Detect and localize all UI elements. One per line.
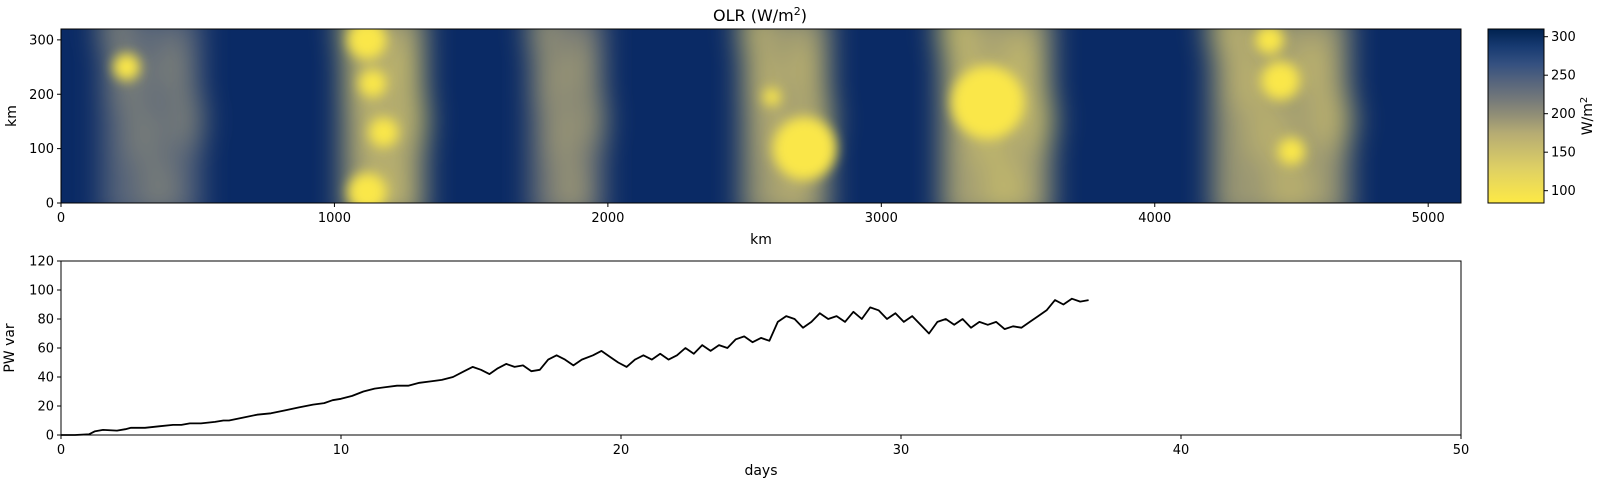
heatmap-y-tick-label: 200 — [29, 88, 54, 103]
cloud-streak — [1266, 158, 1315, 203]
line-x-tick-label: 10 — [333, 443, 350, 458]
cloud-streak — [126, 105, 162, 165]
line-plot-frame — [60, 260, 1462, 436]
cloud-core — [368, 117, 399, 147]
pw-var-series-line — [61, 297, 1089, 436]
colorbar — [1487, 28, 1545, 204]
cloud-core — [772, 116, 837, 181]
heatmap-cloud-cores — [112, 29, 1306, 203]
line-y-tick-label: 100 — [29, 284, 54, 299]
cloud-streak — [936, 29, 975, 59]
cloud-streak — [538, 52, 564, 112]
line-y-axis-label: PW var — [2, 323, 18, 373]
cloud-streak — [549, 105, 574, 165]
line-x-axis-label: days — [744, 463, 777, 479]
cloud-streak — [570, 37, 596, 97]
cloud-streak — [1225, 52, 1274, 112]
cloud-streak — [156, 37, 191, 97]
cloud-streak — [97, 29, 132, 59]
heatmap-y-axis-label: km — [4, 105, 20, 127]
cloud-core — [347, 29, 387, 60]
cloud-streak — [527, 29, 553, 59]
line-x-tick-label: 50 — [1453, 443, 1470, 458]
line-y-tick-label: 60 — [37, 342, 54, 357]
cloud-core — [359, 69, 387, 98]
heatmap-x-tick-label: 1000 — [318, 211, 351, 226]
heatmap-x-ticks: 0 1000 2000 3000 4000 5000 — [57, 203, 1445, 226]
line-x-tick-label: 40 — [1173, 443, 1190, 458]
colorbar-tick-label: 200 — [1551, 107, 1576, 122]
heatmap-y-tick-label: 100 — [29, 142, 54, 157]
cloud-core — [763, 88, 781, 106]
cloud-streak — [387, 37, 417, 97]
colorbar-tick-label: 150 — [1551, 146, 1576, 161]
colorbar-tick-label: 300 — [1551, 30, 1576, 45]
line-y-tick-label: 40 — [37, 371, 54, 386]
heatmap-y-tick-label: 300 — [29, 33, 54, 48]
colorbar-tick-label: 100 — [1551, 184, 1576, 199]
cloud-streak — [737, 29, 769, 59]
cloud-streak — [141, 158, 176, 203]
heatmap-x-tick-label: 3000 — [865, 211, 898, 226]
cloud-streak — [581, 90, 606, 150]
line-x-ticks: 0 10 20 30 40 50 — [57, 435, 1469, 458]
cloud-streak — [559, 158, 585, 203]
heatmap-x-tick-label: 5000 — [1412, 211, 1445, 226]
cloud-streak — [1205, 29, 1254, 59]
heatmap-x-tick-label: 4000 — [1138, 211, 1171, 226]
cloud-core — [1277, 137, 1306, 166]
line-y-tick-label: 80 — [37, 313, 54, 328]
heatmap-x-tick-label: 0 — [57, 211, 65, 226]
cloud-core — [1260, 61, 1301, 101]
heatmap-x-tick-label: 2000 — [591, 211, 624, 226]
cloud-streak — [1307, 90, 1356, 150]
cloud-streak — [985, 158, 1024, 203]
colorbar-tick-label: 250 — [1551, 69, 1576, 84]
line-y-tick-label: 20 — [37, 400, 54, 415]
cloud-core — [951, 65, 1025, 140]
cloud-core — [1254, 29, 1285, 55]
colorbar-ticks: 100 150 200 250 300 — [1544, 30, 1576, 199]
cloud-streak — [170, 90, 206, 150]
line-x-tick-label: 0 — [57, 443, 65, 458]
cloud-core — [112, 53, 141, 81]
line-x-tick-label: 30 — [893, 443, 910, 458]
line-y-ticks: 0 20 40 60 80 100 120 — [29, 255, 61, 444]
cloud-streak — [1018, 90, 1057, 150]
cloud-streak — [789, 37, 821, 97]
heatmap-y-ticks: 0 100 200 300 — [29, 33, 61, 212]
heatmap-x-axis-label: km — [750, 232, 772, 248]
cloud-core — [347, 172, 387, 203]
colorbar-label: W/m2 — [1579, 97, 1596, 136]
heatmap-title: OLR (W/m2) — [713, 5, 807, 25]
heatmap-y-tick-label: 0 — [46, 197, 54, 212]
line-x-tick-label: 20 — [613, 443, 630, 458]
cloud-streak — [400, 90, 429, 150]
line-y-tick-label: 120 — [29, 255, 54, 270]
line-y-tick-label: 0 — [46, 429, 54, 444]
heatmap-plot-frame — [60, 28, 1462, 204]
